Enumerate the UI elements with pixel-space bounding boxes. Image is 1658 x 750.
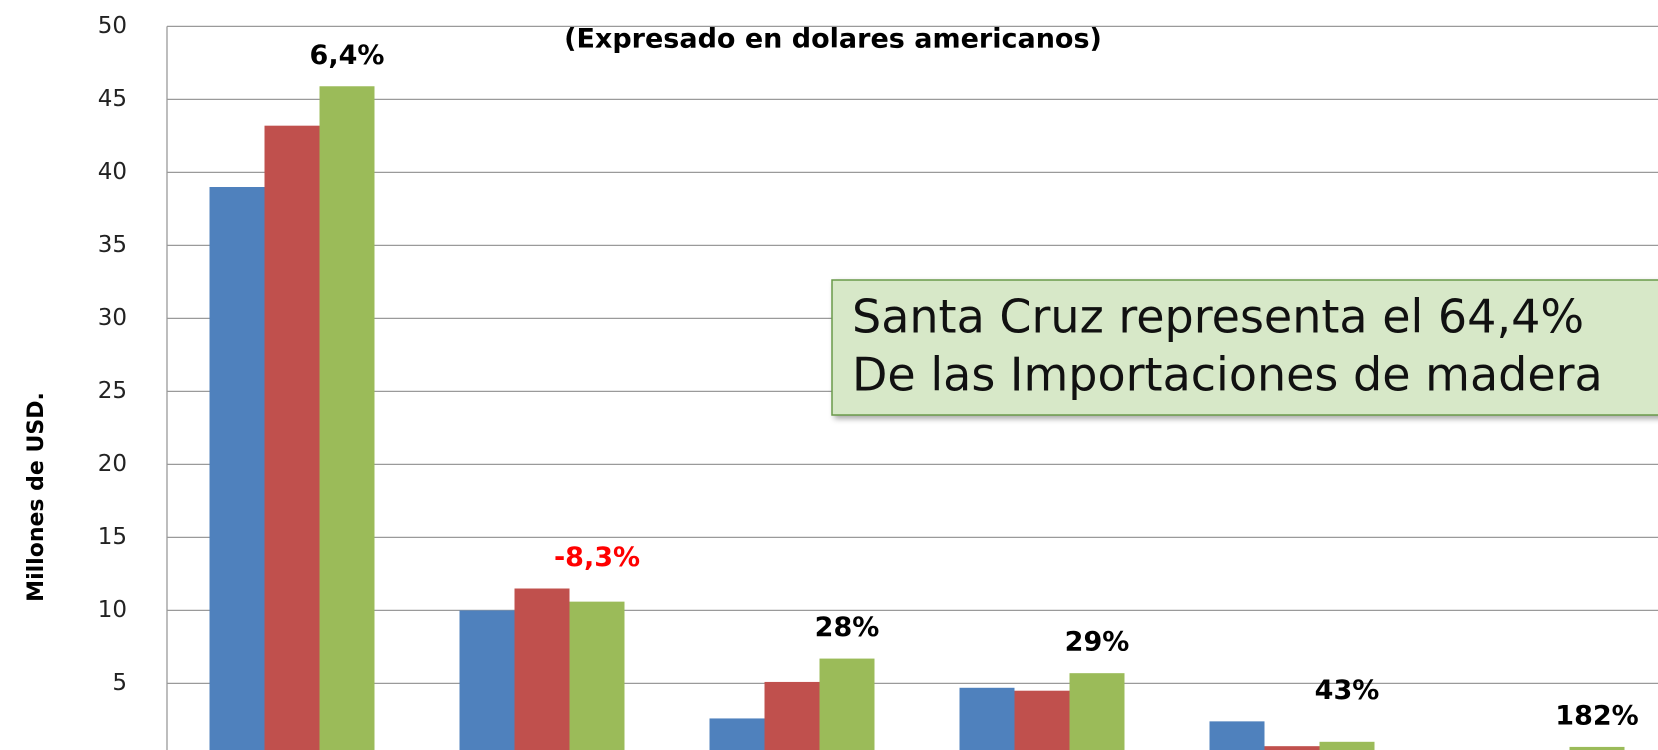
bar	[319, 86, 375, 750]
bar	[959, 687, 1015, 750]
chart-subtitle: (Expresado en dolares americanos)	[564, 24, 1102, 55]
data-label: -8,3%	[554, 542, 640, 573]
data-label: 29%	[1065, 627, 1130, 658]
bar	[459, 610, 515, 750]
bar	[819, 658, 875, 750]
bar	[709, 718, 765, 750]
annotation-box	[831, 279, 1658, 416]
bar	[1014, 690, 1070, 750]
y-tick-label: 20	[98, 451, 127, 477]
bar	[209, 187, 265, 750]
y-tick-label: 45	[98, 86, 127, 112]
y-tick-label: 35	[98, 232, 127, 258]
bar	[569, 601, 625, 750]
annotation-text: De las Importaciones de madera	[852, 348, 1603, 402]
bar	[264, 125, 320, 750]
y-tick-label: 40	[98, 159, 127, 185]
y-tick-label: 5	[112, 670, 127, 696]
y-tick-label: 10	[98, 597, 127, 623]
bar	[1069, 673, 1125, 750]
data-label: 182%	[1555, 700, 1638, 731]
y-axis-label: Millones de USD.	[24, 392, 49, 602]
bar	[1319, 741, 1375, 750]
bar	[764, 681, 820, 750]
bar	[1264, 746, 1320, 750]
y-tick-label: 15	[98, 524, 127, 550]
bar	[1209, 721, 1265, 750]
y-tick-label: 30	[98, 305, 127, 331]
data-label: 43%	[1315, 675, 1380, 706]
y-tick-label: 25	[98, 378, 127, 404]
data-label: 28%	[815, 612, 880, 643]
y-tick-label: 50	[98, 13, 127, 39]
bar	[514, 588, 570, 750]
bar	[1569, 746, 1625, 750]
data-label: 6,4%	[310, 40, 385, 71]
annotation-text: Santa Cruz representa el 64,4%	[852, 290, 1584, 344]
